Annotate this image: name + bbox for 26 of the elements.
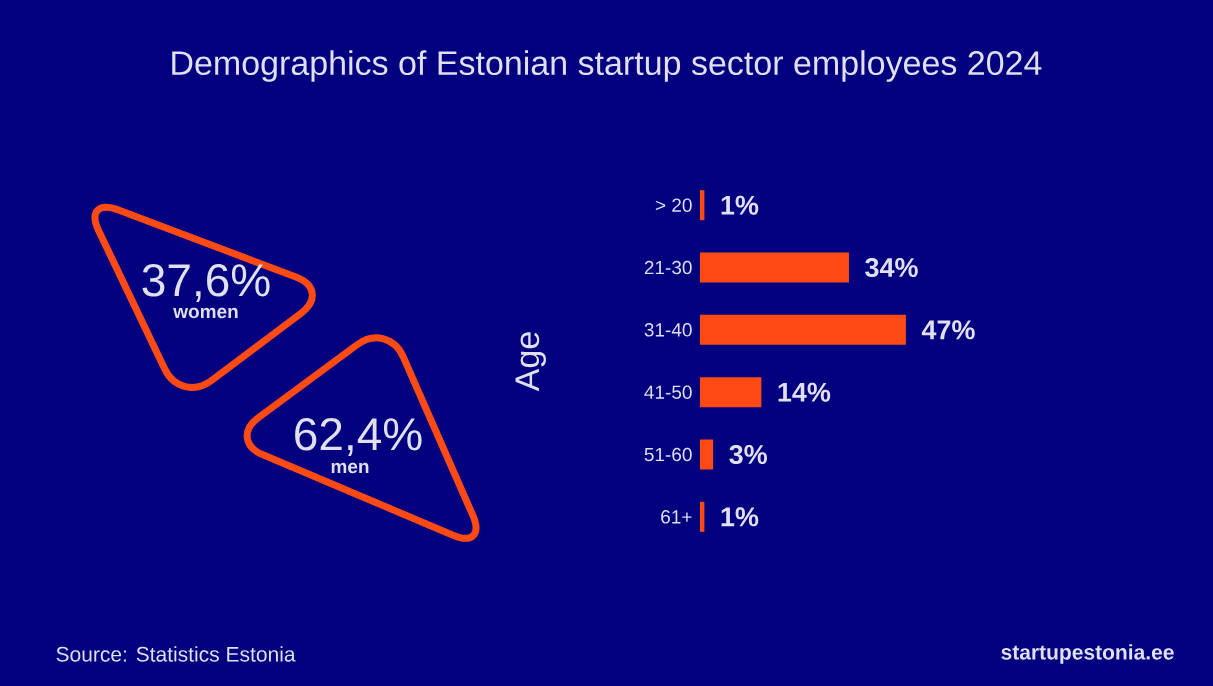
y-tick-label: 21-30 [644, 260, 692, 275]
y-tick-label: 41-50 [644, 385, 692, 399]
bar [700, 439, 714, 470]
category-label: men [331, 462, 369, 474]
data-label: 37,6% [142, 263, 270, 302]
data-label: 62,4% [295, 417, 422, 456]
bar [700, 501, 705, 532]
text: Demographics of Estonian startup sector employees 2024 [172, 50, 1042, 82]
y-tick-label: 51-60 [644, 447, 692, 462]
bar [700, 314, 906, 345]
data-label: 3% [729, 444, 767, 465]
data-label: 1% [721, 195, 759, 215]
data-label: 14% [778, 382, 831, 402]
category-label: women [173, 307, 238, 319]
text: startupestonia.ee [1001, 644, 1174, 664]
bar [700, 190, 705, 221]
data-label: 47% [921, 320, 975, 340]
source-note: Source: Statistics Estonia [56, 646, 296, 662]
data-label: 34% [865, 257, 918, 278]
y-tick-label: 31-40 [644, 323, 692, 337]
y-tick-label: > 20 [655, 198, 692, 212]
bar [700, 377, 762, 408]
y-tick-label: 61+ [661, 510, 692, 524]
data-label: 1% [721, 507, 759, 527]
bar [700, 252, 849, 283]
y-axis-title: Age [515, 332, 546, 392]
